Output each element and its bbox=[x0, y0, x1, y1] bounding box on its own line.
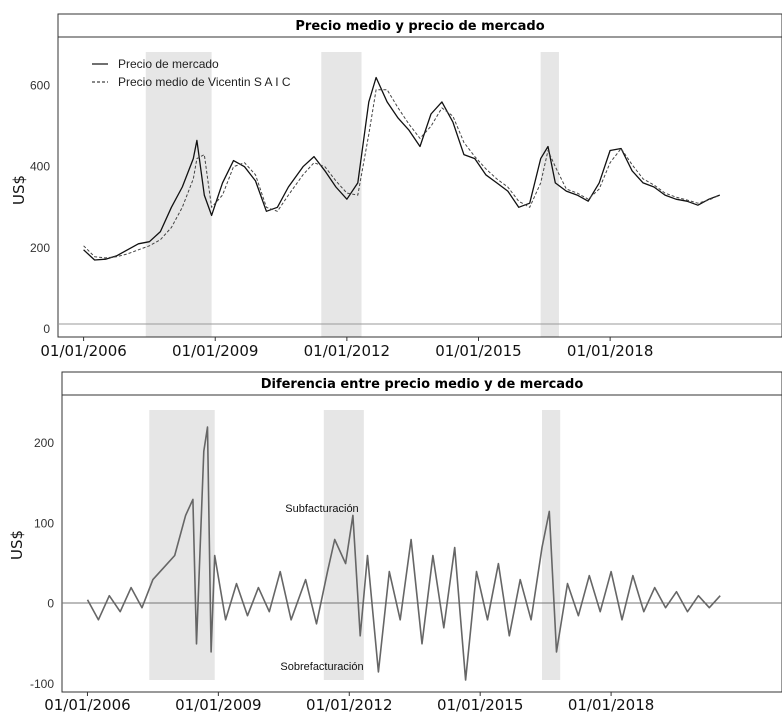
legend-label-market: Precio de mercado bbox=[118, 57, 219, 71]
y-tick-label: 400 bbox=[30, 160, 50, 174]
shaded-period bbox=[323, 410, 364, 680]
x-tick-label: 01/01/2009 bbox=[175, 696, 261, 713]
y-ticks: -100 0 100 200 bbox=[30, 436, 54, 691]
y-tick-label: 200 bbox=[34, 436, 54, 450]
series-group bbox=[86, 426, 721, 681]
x-tick-label: 01/01/2012 bbox=[306, 696, 392, 713]
y-tick-label: -100 bbox=[30, 677, 54, 691]
panel-price: Precio medio y precio de mercado 0 200 400… bbox=[10, 13, 782, 360]
annotation-sobrefacturacion: Sobrefacturación bbox=[280, 661, 363, 673]
shaded-period bbox=[321, 52, 362, 337]
plot-frame bbox=[57, 36, 782, 338]
y-ticks: 0 200 400 600 bbox=[30, 79, 50, 336]
x-tick-label: 01/01/2012 bbox=[304, 342, 390, 360]
x-tick-label: 01/01/2006 bbox=[44, 696, 130, 713]
shaded-period bbox=[149, 410, 215, 680]
x-ticks: 01/01/2006 01/01/2009 01/01/2012 01/01/2015… bbox=[40, 337, 653, 360]
y-tick-label: 0 bbox=[47, 597, 54, 611]
shaded-periods bbox=[149, 410, 561, 680]
y-tick-label: 600 bbox=[30, 79, 50, 93]
x-tick-label: 01/01/2009 bbox=[172, 342, 258, 360]
y-axis-label: US$ bbox=[10, 175, 28, 205]
series-line-0 bbox=[86, 426, 721, 681]
x-tick-label: 01/01/2018 bbox=[568, 696, 654, 713]
x-tick-label: 01/01/2018 bbox=[567, 342, 653, 360]
x-tick-label: 01/01/2015 bbox=[437, 696, 523, 713]
x-tick-label: 01/01/2006 bbox=[40, 342, 126, 360]
panel-difference: Diferencia entre precio medio y de merca… bbox=[8, 371, 782, 713]
panel-title: Precio medio y precio de mercado bbox=[295, 19, 544, 34]
y-axis-label: US$ bbox=[8, 530, 26, 560]
y-tick-label: 200 bbox=[30, 241, 50, 255]
shaded-period bbox=[540, 52, 559, 337]
legend: Precio de mercado Precio medio de Vicent… bbox=[92, 57, 291, 89]
x-tick-label: 01/01/2015 bbox=[435, 342, 521, 360]
y-tick-label: 0 bbox=[43, 322, 50, 336]
plot-frame bbox=[61, 394, 782, 693]
series-group bbox=[83, 76, 721, 261]
y-tick-label: 100 bbox=[34, 516, 54, 530]
series-line-1 bbox=[83, 89, 721, 259]
annotation-subfacturacion: Subfacturación bbox=[285, 503, 358, 515]
legend-label-average: Precio medio de Vicentin S A I C bbox=[118, 75, 291, 89]
panel-title: Diferencia entre precio medio y de merca… bbox=[261, 377, 584, 392]
x-ticks: 01/01/2006 01/01/2009 01/01/2012 01/01/2015… bbox=[44, 692, 654, 713]
series-line-0 bbox=[83, 76, 721, 261]
